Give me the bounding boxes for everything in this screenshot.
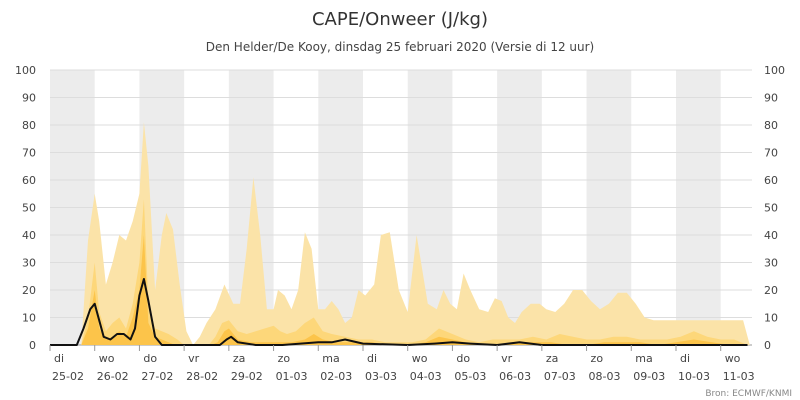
x-tick-day: zo bbox=[278, 352, 291, 365]
y-tick-label-right: 30 bbox=[764, 257, 778, 270]
x-tick-day: zo bbox=[591, 352, 604, 365]
x-tick-day: di bbox=[680, 352, 690, 365]
y-tick-label-left: 100 bbox=[15, 64, 36, 77]
x-tick-day: za bbox=[546, 352, 559, 365]
x-tick-day: di bbox=[54, 352, 64, 365]
y-tick-label-right: 20 bbox=[764, 284, 778, 297]
y-tick-label-right: 0 bbox=[764, 339, 771, 352]
x-tick-day: do bbox=[143, 352, 157, 365]
y-tick-label-left: 30 bbox=[22, 257, 36, 270]
source-credit[interactable]: Bron: ECMWF/KNMI bbox=[705, 389, 792, 399]
x-tick-date: 05-03 bbox=[454, 370, 486, 383]
y-tick-label-left: 20 bbox=[22, 284, 36, 297]
x-tick-date: 06-03 bbox=[499, 370, 531, 383]
x-tick-date: 07-03 bbox=[544, 370, 576, 383]
y-tick-label-right: 40 bbox=[764, 229, 778, 242]
x-tick-day: wo bbox=[725, 352, 741, 365]
y-tick-label-left: 40 bbox=[22, 229, 36, 242]
y-tick-label-left: 10 bbox=[22, 312, 36, 325]
x-tick-date: 02-03 bbox=[320, 370, 352, 383]
chart-title: CAPE/Onweer (J/kg) bbox=[312, 9, 488, 30]
x-tick-day: vr bbox=[501, 352, 513, 365]
y-axis-left: 0 10 20 30 40 50 60 70 80 90 100 bbox=[15, 64, 36, 352]
x-tick-day: ma bbox=[635, 352, 652, 365]
y-tick-label-right: 50 bbox=[764, 202, 778, 215]
cape-band-outer-area bbox=[81, 122, 750, 345]
x-tick-date: 08-03 bbox=[589, 370, 621, 383]
y-tick-label-left: 60 bbox=[22, 174, 36, 187]
y-tick-label-left: 80 bbox=[22, 119, 36, 132]
y-tick-label-left: 70 bbox=[22, 147, 36, 160]
x-tick-date: 26-02 bbox=[97, 370, 129, 383]
x-tick-date: 29-02 bbox=[231, 370, 263, 383]
x-tick-day: di bbox=[367, 352, 377, 365]
y-axis-right: 0 10 20 30 40 50 60 70 80 90 100 bbox=[764, 64, 785, 352]
x-tick-date: 03-03 bbox=[365, 370, 397, 383]
x-tick-date: 28-02 bbox=[186, 370, 218, 383]
x-axis: di 25-02 wo 26-02 do 27-02 vr 28-02 za 29-02 zo 01-… bbox=[49, 345, 755, 383]
x-tick-date: 11-03 bbox=[723, 370, 755, 383]
x-tick-date: 09-03 bbox=[633, 370, 665, 383]
cape-band-inner-area bbox=[81, 235, 748, 345]
y-tick-label-left: 50 bbox=[22, 202, 36, 215]
x-tick-day: wo bbox=[412, 352, 428, 365]
y-tick-label-right: 80 bbox=[764, 119, 778, 132]
y-tick-label-right: 60 bbox=[764, 174, 778, 187]
x-tick-day: wo bbox=[99, 352, 115, 365]
x-tick-day: za bbox=[233, 352, 246, 365]
y-tick-label-right: 70 bbox=[764, 147, 778, 160]
y-tick-label-left: 0 bbox=[29, 339, 36, 352]
x-tick-date: 04-03 bbox=[410, 370, 442, 383]
x-tick-day: do bbox=[456, 352, 470, 365]
chart-subtitle: Den Helder/De Kooy, dinsdag 25 februari … bbox=[206, 40, 594, 54]
x-tick-date: 01-03 bbox=[276, 370, 308, 383]
y-tick-label-right: 100 bbox=[764, 64, 785, 77]
x-tick-day: vr bbox=[188, 352, 200, 365]
y-tick-label-right: 10 bbox=[764, 312, 778, 325]
y-tick-label-right: 90 bbox=[764, 92, 778, 105]
y-tick-label-left: 90 bbox=[22, 92, 36, 105]
x-tick-date: 10-03 bbox=[678, 370, 710, 383]
x-tick-date: 27-02 bbox=[141, 370, 173, 383]
x-tick-day: ma bbox=[322, 352, 339, 365]
x-tick-date: 25-02 bbox=[52, 370, 84, 383]
